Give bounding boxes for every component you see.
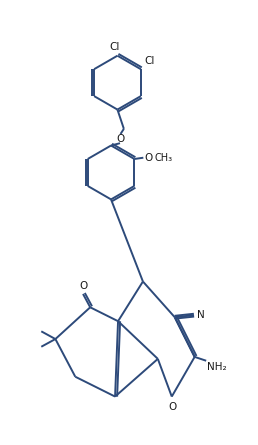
Text: NH₂: NH₂ bbox=[207, 361, 227, 372]
Text: Cl: Cl bbox=[145, 56, 155, 66]
Text: O: O bbox=[144, 153, 152, 163]
Text: Cl: Cl bbox=[110, 42, 120, 53]
Text: O: O bbox=[79, 281, 87, 291]
Text: O: O bbox=[116, 134, 124, 144]
Text: O: O bbox=[168, 402, 176, 412]
Text: CH₃: CH₃ bbox=[154, 153, 173, 163]
Text: N: N bbox=[197, 310, 205, 320]
